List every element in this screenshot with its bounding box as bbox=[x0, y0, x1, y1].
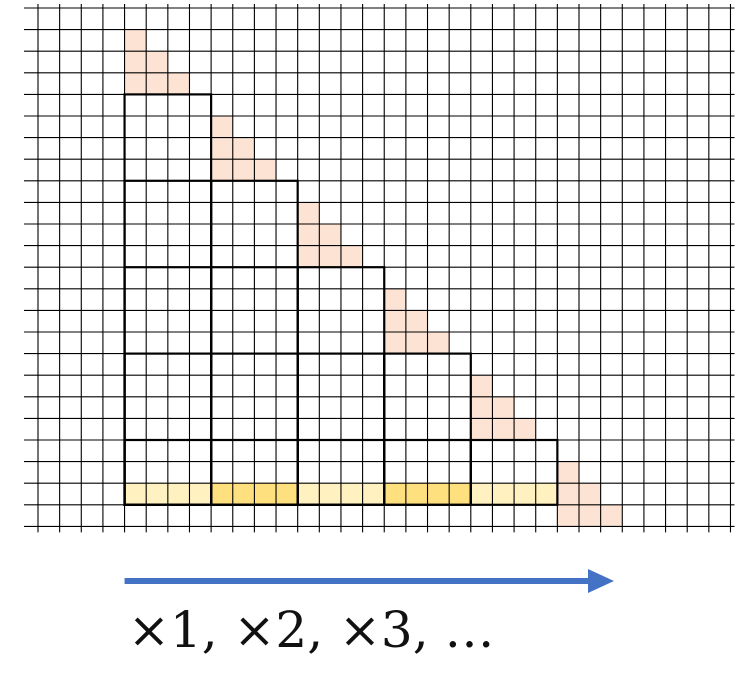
triangle-2-cell bbox=[211, 116, 233, 138]
triangle-6-cell bbox=[557, 504, 579, 527]
triangle-5-cell bbox=[492, 418, 515, 440]
triangle-4-cell bbox=[405, 332, 428, 354]
triangle-2-cell bbox=[254, 159, 277, 181]
triangle-5-cell bbox=[470, 396, 493, 419]
triangle-2-cell bbox=[211, 137, 233, 160]
triangle-3-cell bbox=[297, 245, 320, 268]
direction-arrow bbox=[124, 569, 614, 593]
triangle-4-cell bbox=[384, 310, 406, 332]
triangle-2-cell bbox=[232, 159, 255, 181]
triangle-4-cell bbox=[405, 310, 428, 332]
triangle-3-cell bbox=[297, 202, 320, 224]
block-5-5 bbox=[469, 438, 559, 506]
triangle-5-cell bbox=[470, 418, 493, 440]
triangle-3-cell bbox=[297, 224, 320, 246]
triangle-1-cell bbox=[146, 72, 168, 95]
triangle-4-cell bbox=[384, 332, 406, 354]
triangle-1-cell bbox=[146, 51, 168, 73]
triangle-4-cell bbox=[384, 288, 406, 311]
triangle-2-cell bbox=[211, 159, 233, 181]
triangle-6-cell bbox=[557, 483, 579, 505]
triangle-3-cell bbox=[319, 245, 341, 268]
triangle-3-cell bbox=[319, 224, 341, 246]
background-grid bbox=[24, 4, 735, 533]
right-arrow-icon bbox=[588, 569, 614, 593]
triangle-4-cell bbox=[427, 332, 450, 354]
staircase-outlines bbox=[123, 93, 559, 506]
triangle-1-cell bbox=[124, 51, 147, 73]
triangle-5-cell bbox=[514, 418, 536, 440]
triangle-6-cell bbox=[557, 461, 579, 484]
triangle-6-cell bbox=[579, 504, 601, 527]
triangle-5-cell bbox=[470, 375, 493, 397]
triangle-1-cell bbox=[124, 29, 147, 52]
triangle-3-cell bbox=[340, 245, 363, 268]
triangle-5-cell bbox=[492, 396, 515, 419]
triangle-2-cell bbox=[232, 137, 255, 160]
triangle-1-cell bbox=[124, 72, 147, 95]
triangle-6-cell bbox=[579, 483, 601, 505]
triangle-1-cell bbox=[167, 72, 190, 95]
triangle-6-cell bbox=[600, 504, 623, 527]
multiplier-caption: ×1, ×2, ×3, … bbox=[128, 601, 495, 659]
